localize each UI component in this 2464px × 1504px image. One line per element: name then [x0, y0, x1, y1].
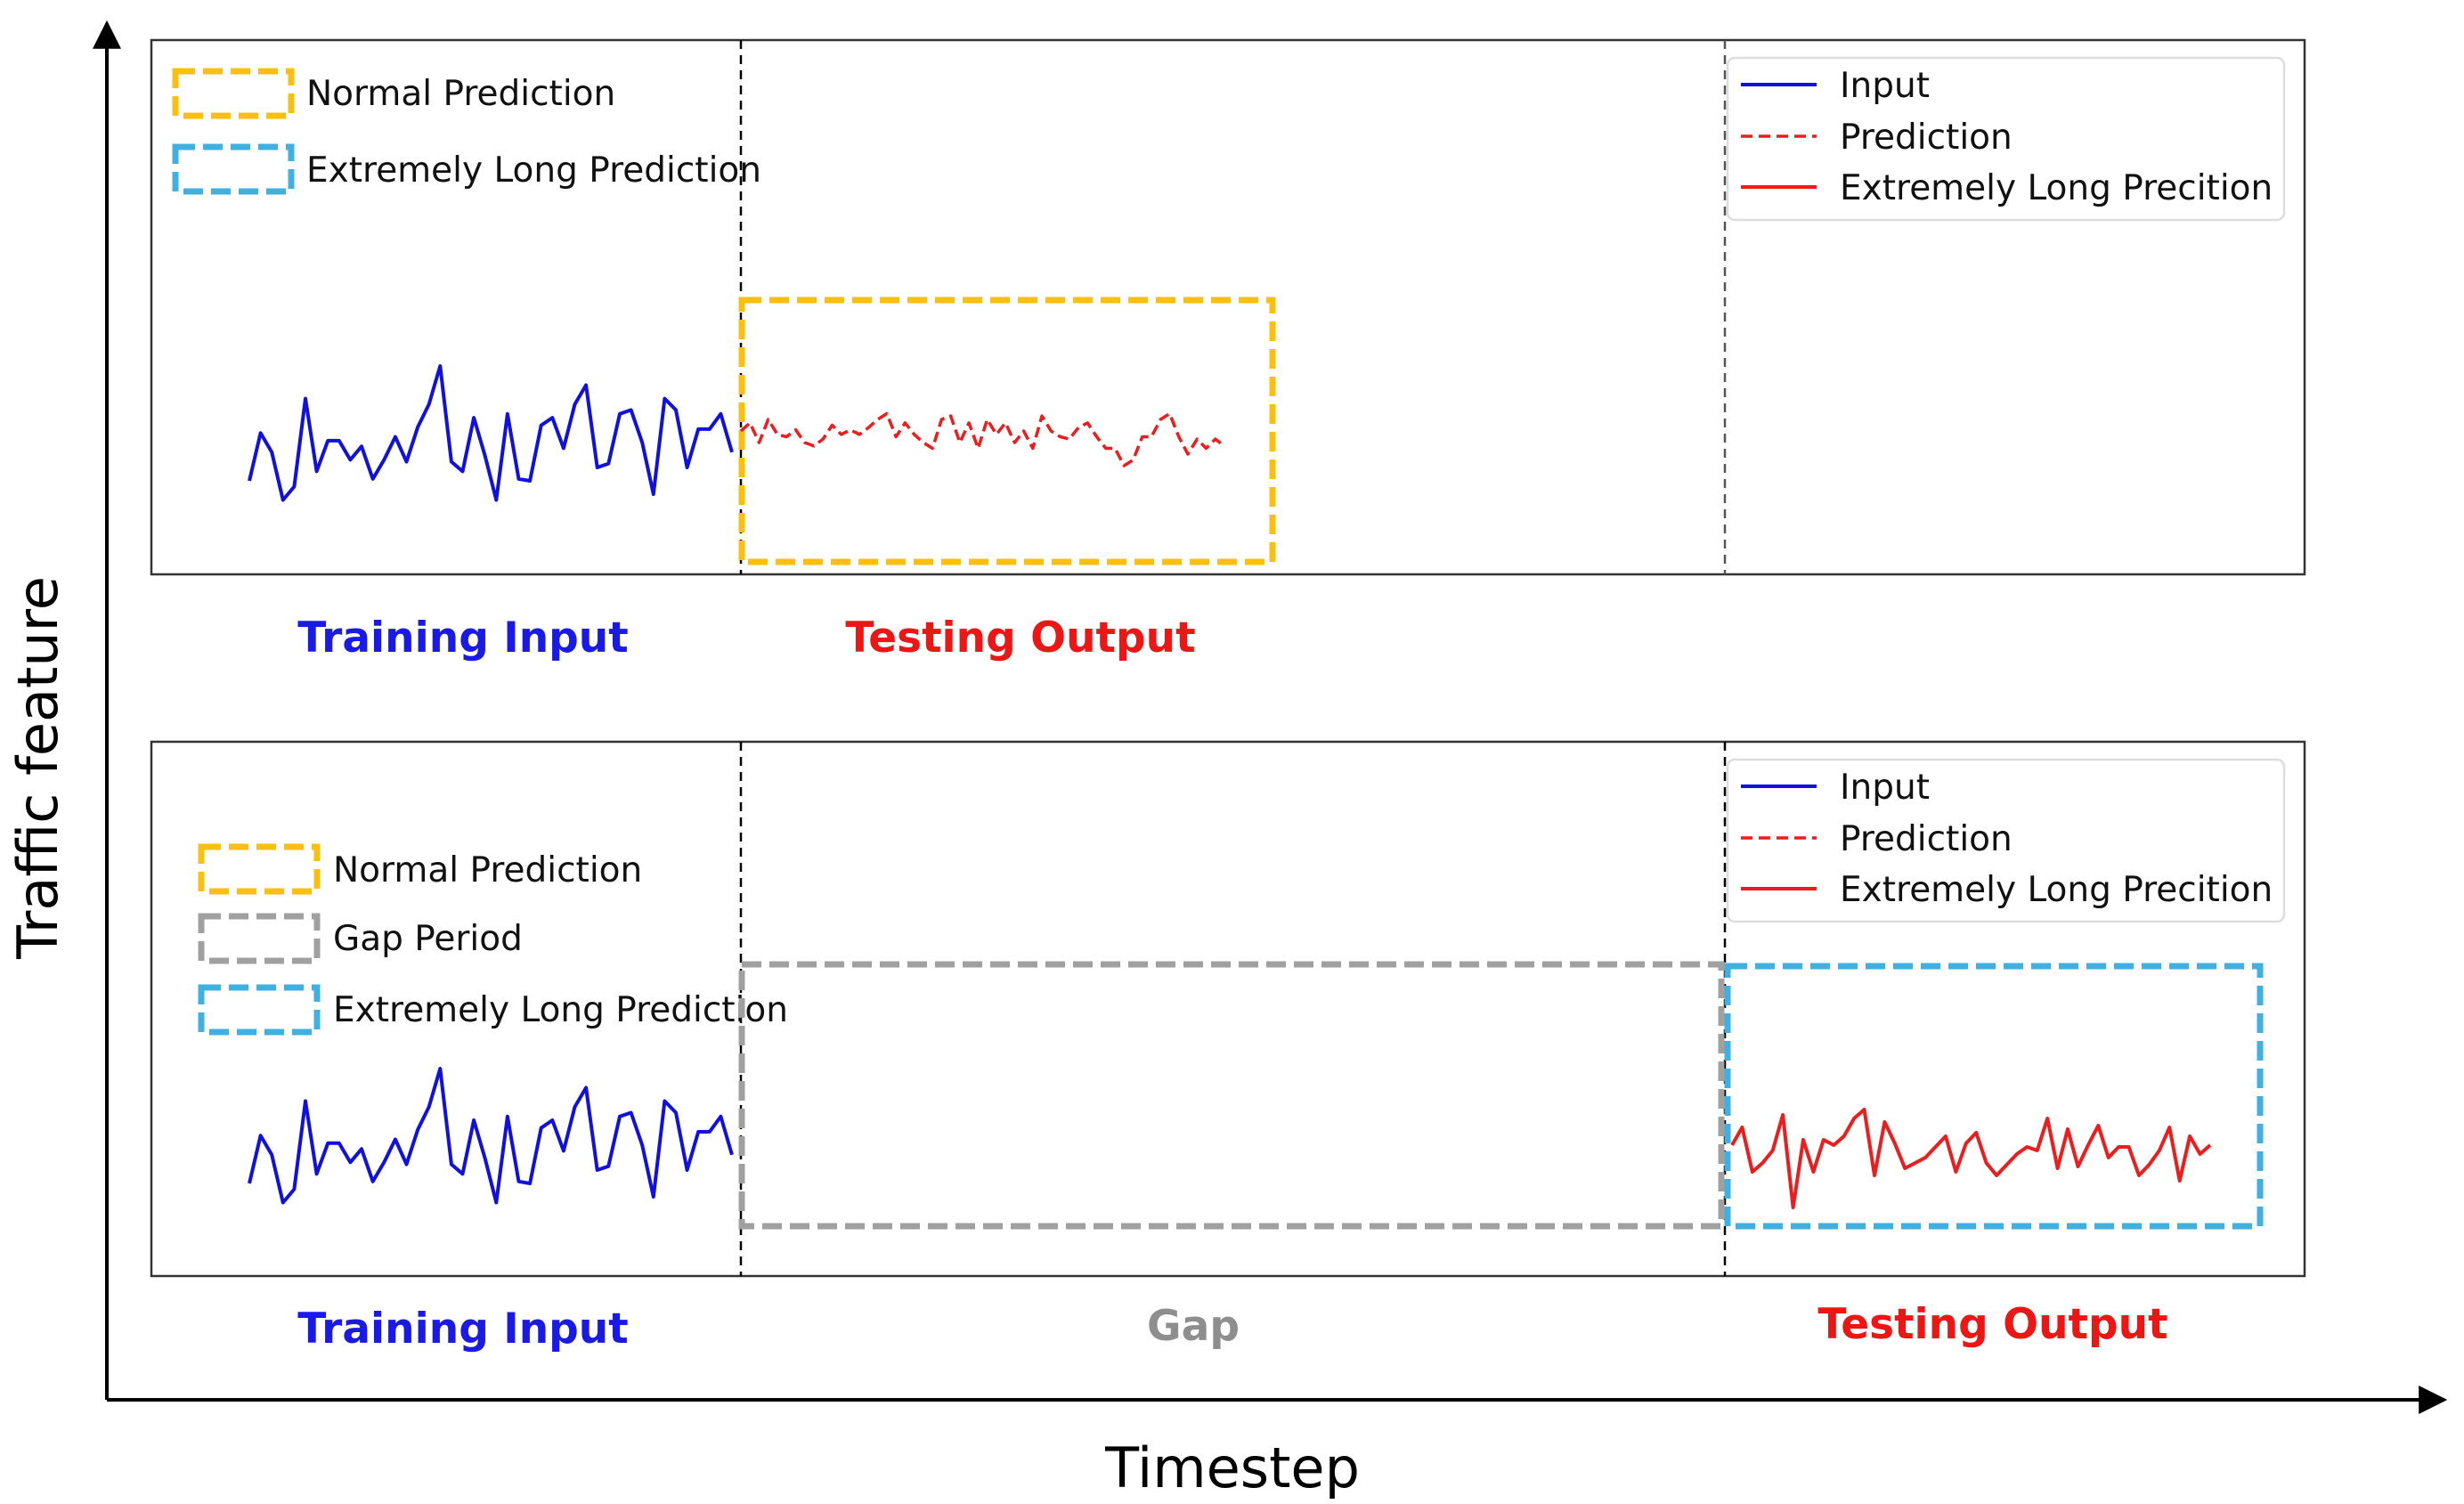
- bottom-input-line: [248, 1067, 734, 1205]
- bottom-gap-label: Gap: [1147, 1302, 1240, 1351]
- bottom-panel-frame: [150, 740, 2306, 1278]
- top-legend-normal-label: Normal Prediction: [306, 74, 615, 114]
- bottom-legend-normal-label: Normal Prediction: [333, 850, 642, 890]
- bottom-legend-gap-swatch: [198, 913, 321, 964]
- x-axis-title: Timestep: [1104, 1435, 1360, 1500]
- bottom-gap-box: [738, 961, 1725, 1230]
- bottom-panel: Normal Prediction Gap Period Extremely L…: [150, 740, 2306, 1354]
- top-legend-long-swatch: [172, 143, 295, 195]
- top-prediction-line: [739, 411, 1226, 467]
- top-legend-long-label: Extremely Long Prediction: [306, 150, 761, 191]
- bottom-long-prediction-box: [1724, 963, 2264, 1230]
- top-input-line: [248, 364, 734, 502]
- bottom-legend-prediction-label: Prediction: [1840, 819, 2013, 859]
- bottom-line-legend-frame: [1726, 758, 2286, 923]
- top-normal-prediction-box: [738, 297, 1276, 565]
- bottom-testing-output-label: Testing Output: [1818, 1300, 2167, 1349]
- top-training-input-label: Training Input: [297, 614, 628, 663]
- top-legend-normal-swatch: [172, 68, 295, 119]
- bottom-training-input-label: Training Input: [297, 1305, 628, 1354]
- top-legend-long-line-label: Extremely Long Precition: [1840, 168, 2273, 208]
- top-line-legend-frame: [1726, 56, 2286, 222]
- top-legend-input-label: Input: [1840, 66, 1930, 106]
- bottom-legend-gap-label: Gap Period: [333, 919, 523, 959]
- bottom-legend-long-line-label: Extremely Long Precition: [1840, 870, 2273, 910]
- bottom-legend-long-swatch: [198, 984, 321, 1036]
- y-axis-title: Traffic feature: [5, 576, 70, 960]
- top-legend-prediction-label: Prediction: [1840, 118, 2013, 158]
- top-panel: Normal Prediction Extremely Long Predict…: [150, 38, 2306, 663]
- top-panel-frame: [150, 38, 2306, 576]
- bottom-legend-long-label: Extremely Long Prediction: [333, 990, 788, 1030]
- bottom-long-prediction-line: [1730, 1108, 2212, 1209]
- bottom-legend-normal-swatch: [198, 843, 321, 895]
- bottom-legend-input-label: Input: [1840, 768, 1930, 808]
- top-testing-output-label: Testing Output: [845, 614, 1195, 663]
